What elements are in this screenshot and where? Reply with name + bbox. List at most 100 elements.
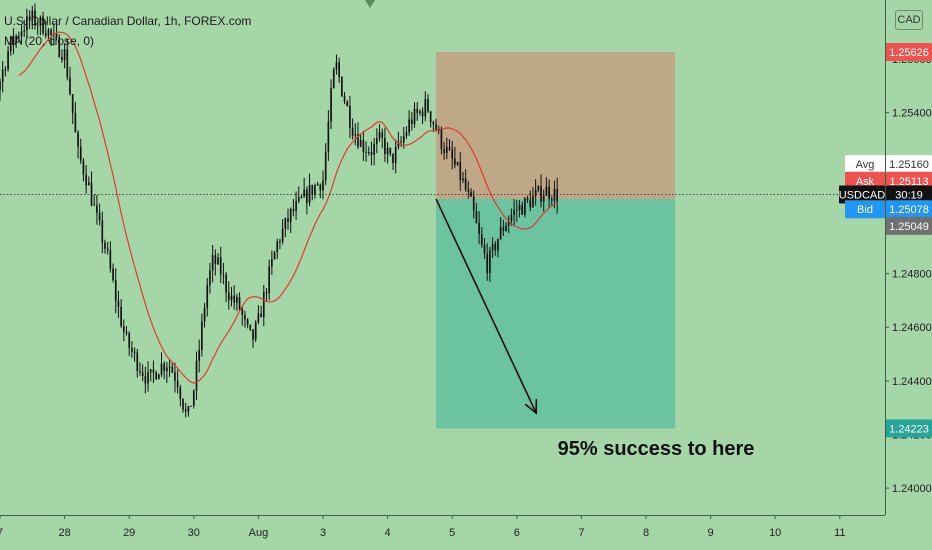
candle-body [144,376,147,384]
candle [85,165,87,194]
candle [408,110,410,136]
candle-body [470,191,472,197]
candle-body [483,244,486,254]
candle-body [475,211,478,224]
annotation-label: 95% success to here [558,438,755,460]
candle [201,313,203,357]
candle-body [279,241,281,243]
candle [42,11,44,36]
candle [168,358,171,377]
candle [31,5,34,30]
candle [252,329,254,348]
candle-body [489,250,491,273]
candle-body [349,106,351,128]
ask-price-badge-label-box [845,171,885,190]
candle-body [69,77,71,95]
candle [87,176,90,186]
currency-badge[interactable]: CAD [895,10,923,30]
candle-body [459,162,462,181]
target-zone-rect[interactable] [436,199,676,429]
candle [244,310,246,328]
candle-body [106,248,109,251]
candle [542,189,545,212]
stop-price-badge-value: 1.25626 [889,47,929,59]
candle-body [198,349,201,361]
candle-body [397,141,400,148]
stop-zone-rect[interactable] [436,52,676,200]
candle-body [206,284,209,308]
candle [63,43,66,69]
candle-body [287,218,289,222]
candle-body [502,227,505,231]
candle-body [354,134,357,136]
candle-body [499,227,502,239]
symbol-price-badge-value: 30:19 [895,189,923,201]
candle-body [276,241,279,253]
candle-body [26,16,28,31]
take-profit-zone[interactable] [436,199,676,429]
stop-loss-zone[interactable] [436,52,676,200]
candle-body [7,51,9,70]
scroll-marker-icon[interactable] [365,0,375,8]
candle-body [300,196,303,198]
candle [316,181,319,186]
candle [69,66,71,96]
candle-body [90,182,93,205]
candle-body [292,208,295,212]
candle-body [147,372,149,384]
x-tick-label: 8 [643,527,649,539]
candle-body [257,313,260,323]
candle [529,190,532,212]
candle-body [432,121,435,125]
candle [518,200,521,218]
candle [515,199,518,222]
candle-body [311,184,314,195]
candle [257,305,260,325]
candle [478,211,480,245]
candle-body [182,399,184,410]
candle [454,146,456,169]
candle-body [424,98,427,117]
stop-price-badge: 1.25626 [886,43,932,62]
candle-body [367,151,370,153]
x-axis[interactable]: 7 28 29 30 Aug 3 4 5 6 7 8 9 10 11 [0,515,885,539]
candle [308,173,311,207]
avg-price-badge-value-box [886,155,932,174]
candle-body [542,195,545,202]
candle-body [271,259,273,267]
candle-body [219,257,222,275]
candle [179,384,182,407]
x-tick-label: 5 [449,527,455,539]
indicator-label[interactable]: MA (20, close, 0) [4,34,95,48]
candle [349,95,351,139]
candle-body [241,308,244,315]
candle [227,281,230,310]
candle [0,78,1,101]
candle [437,125,440,135]
candle-body [209,270,211,285]
candle [413,102,416,128]
candle [386,142,389,164]
candle-body [370,152,373,155]
candle [176,369,179,394]
candle [513,199,515,227]
y-tick-label: 1.24400 [892,376,932,388]
avg-price-badge-label: Avg [856,159,875,171]
candle [93,194,96,206]
candle [7,46,9,72]
candle [470,188,472,197]
candle [341,76,343,98]
candle-body [375,138,378,144]
ask-price-badge: Ask 1.25113 [845,171,932,190]
candle [157,373,160,380]
stop-price-badge-value-box [886,43,932,62]
candle-body [163,363,166,372]
candle-body [171,366,174,373]
candle [254,320,257,343]
candle-body [66,49,69,78]
candle-body [184,409,187,412]
candle [182,398,184,413]
candle-body [174,372,176,381]
candle [459,151,462,192]
